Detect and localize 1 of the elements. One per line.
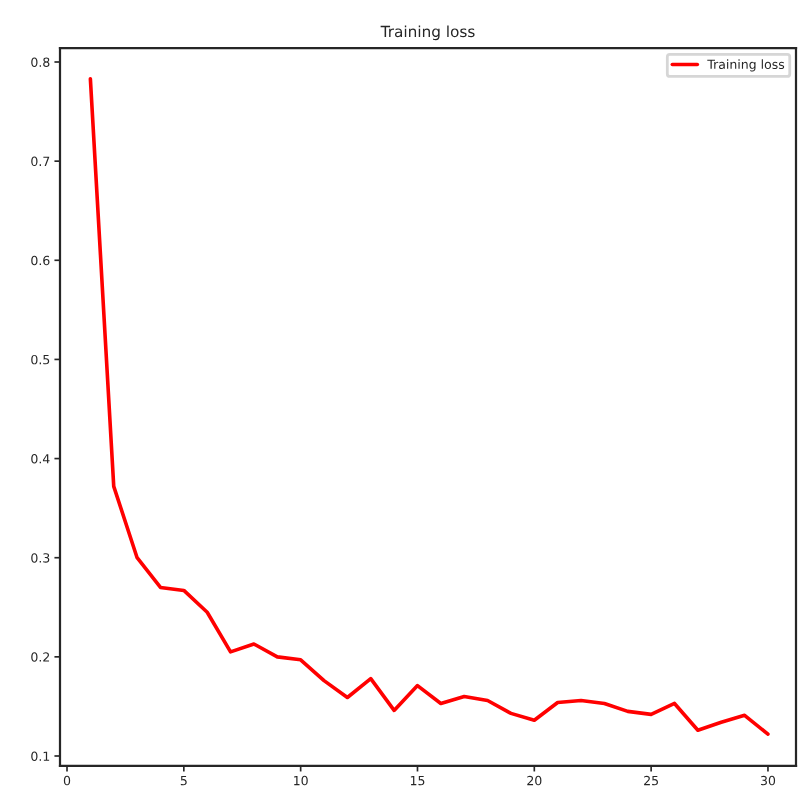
line-series [88, 77, 770, 736]
